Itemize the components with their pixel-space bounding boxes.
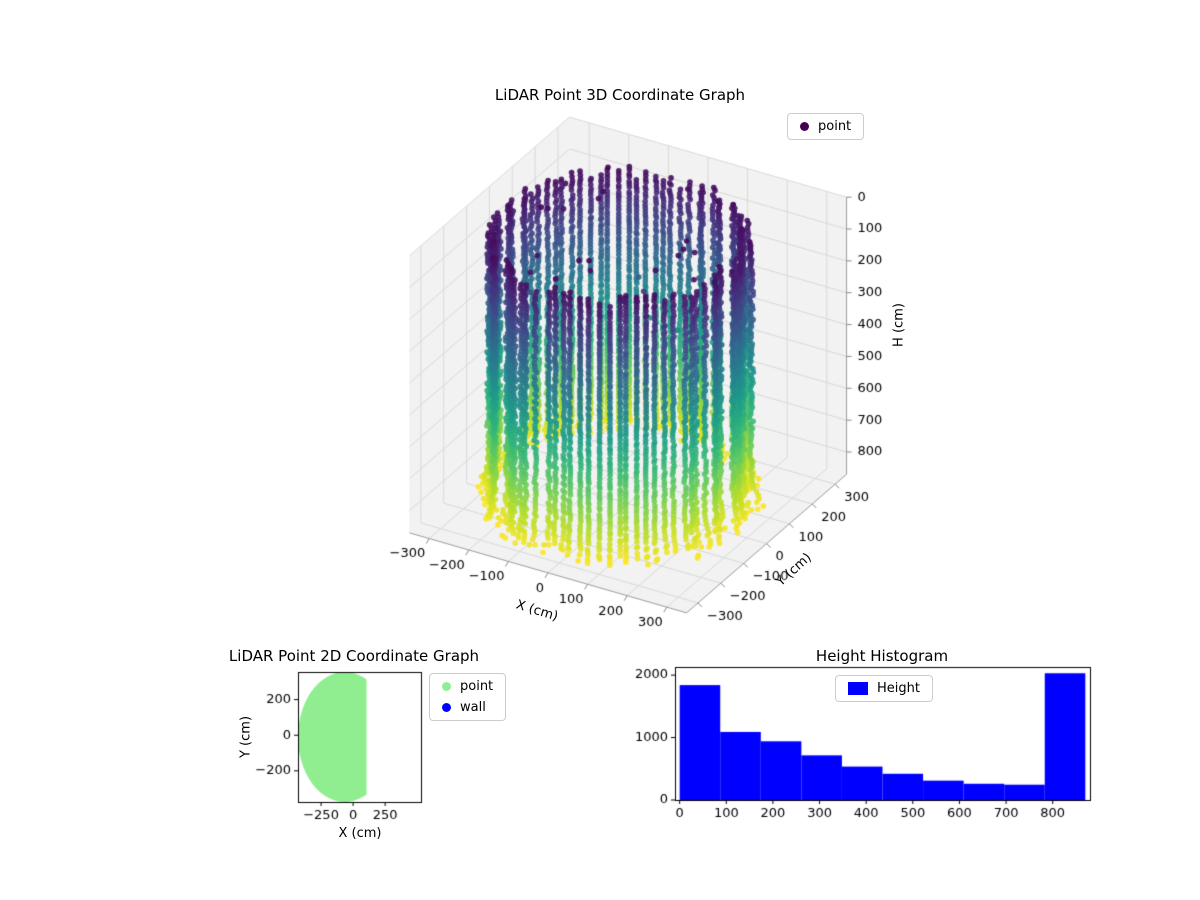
point-marker-icon xyxy=(800,122,809,131)
plot2d-legend: point wall xyxy=(429,673,507,721)
legend-label: Height xyxy=(877,681,920,696)
legend-entry-point-3d: point xyxy=(800,119,851,134)
wall-marker-icon xyxy=(442,703,451,712)
plot2d-title: LiDAR Point 2D Coordinate Graph xyxy=(228,647,480,665)
plot3d-legend: point xyxy=(787,113,865,140)
legend-label: point xyxy=(818,119,852,134)
plot3d-title: LiDAR Point 3D Coordinate Graph xyxy=(494,86,746,104)
point-marker-icon xyxy=(442,682,451,691)
plot3d-zaxis-label: H (cm) xyxy=(891,303,907,347)
legend-label: wall xyxy=(460,700,486,715)
legend-entry-wall-2d: wall xyxy=(442,700,493,715)
histogram-title: Height Histogram xyxy=(815,647,949,665)
legend-entry-height: Height xyxy=(848,681,920,696)
legend-entry-point-2d: point xyxy=(442,679,493,694)
height-marker-icon xyxy=(848,682,868,695)
plot2d-xaxis-label: X (cm) xyxy=(338,826,382,841)
histogram-legend: Height xyxy=(835,675,933,702)
legend-label: point xyxy=(460,679,494,694)
plot2d-yaxis-label: Y (cm) xyxy=(238,715,254,759)
